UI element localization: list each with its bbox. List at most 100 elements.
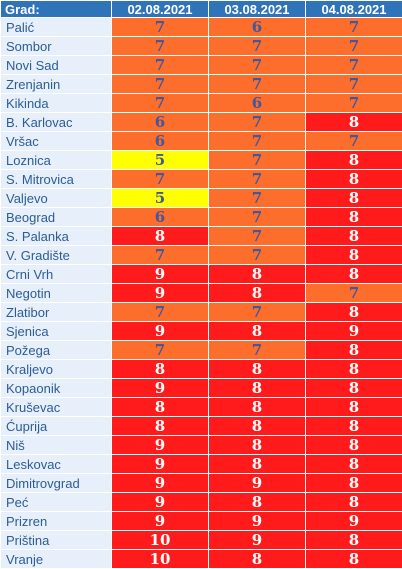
table-row: Kikinda 7 6 7 [1, 94, 402, 112]
uv-value-cell: 7 [209, 246, 305, 264]
city-name-cell: S. Palanka [1, 227, 111, 245]
uv-value-cell: 9 [112, 493, 208, 511]
uv-value-cell: 8 [112, 417, 208, 435]
table-row: Vranje 10 8 8 [1, 550, 402, 568]
city-name-cell: V. Gradište [1, 246, 111, 264]
uv-value-cell: 7 [209, 151, 305, 169]
date-column-header: 03.08.2021 [209, 1, 305, 17]
uv-value-cell: 8 [209, 322, 305, 340]
uv-value-cell: 8 [209, 455, 305, 473]
uv-value-cell: 8 [209, 265, 305, 283]
uv-value-cell: 8 [306, 208, 402, 226]
uv-value-cell: 8 [209, 417, 305, 435]
city-name-cell: Valjevo [1, 189, 111, 207]
uv-value-cell: 8 [306, 303, 402, 321]
uv-value-cell: 7 [209, 208, 305, 226]
uv-value-cell: 9 [209, 474, 305, 492]
uv-value-cell: 9 [209, 512, 305, 530]
city-name-cell: Palić [1, 18, 111, 36]
city-name-cell: Kikinda [1, 94, 111, 112]
uv-value-cell: 8 [306, 170, 402, 188]
uv-value-cell: 8 [306, 227, 402, 245]
uv-value-cell: 8 [209, 379, 305, 397]
table-row: Požega 7 7 8 [1, 341, 402, 359]
city-name-cell: Sombor [1, 37, 111, 55]
uv-value-cell: 8 [112, 398, 208, 416]
table-row: Niš 9 8 8 [1, 436, 402, 454]
city-name-cell: Zrenjanin [1, 75, 111, 93]
uv-value-cell: 7 [209, 56, 305, 74]
uv-value-cell: 7 [112, 246, 208, 264]
uv-value-cell: 8 [306, 246, 402, 264]
city-name-cell: Zlatibor [1, 303, 111, 321]
uv-value-cell: 9 [209, 531, 305, 549]
uv-value-cell: 8 [306, 531, 402, 549]
uv-value-cell: 8 [306, 398, 402, 416]
city-name-cell: Kraljevo [1, 360, 111, 378]
uv-value-cell: 8 [306, 151, 402, 169]
uv-value-cell: 7 [112, 303, 208, 321]
city-name-cell: Požega [1, 341, 111, 359]
table-row: Kopaonik 9 8 8 [1, 379, 402, 397]
uv-value-cell: 7 [112, 37, 208, 55]
uv-value-cell: 7 [112, 18, 208, 36]
uv-value-cell: 8 [306, 493, 402, 511]
table-row: Priština 10 9 8 [1, 531, 402, 549]
city-name-cell: Beograd [1, 208, 111, 226]
uv-value-cell: 8 [209, 398, 305, 416]
table-row: Dimitrovgrad 9 9 8 [1, 474, 402, 492]
table-row: Negotin 9 8 7 [1, 284, 402, 302]
uv-value-cell: 8 [209, 493, 305, 511]
table-row: Sombor 7 7 7 [1, 37, 402, 55]
uv-value-cell: 7 [306, 284, 402, 302]
uv-value-cell: 8 [306, 474, 402, 492]
uv-value-cell: 7 [209, 113, 305, 131]
uv-value-cell: 6 [112, 208, 208, 226]
city-name-cell: Loznica [1, 151, 111, 169]
city-name-cell: Vršac [1, 132, 111, 150]
uv-value-cell: 9 [112, 379, 208, 397]
uv-value-cell: 9 [112, 512, 208, 530]
header-row: Grad: 02.08.2021 03.08.2021 04.08.2021 [1, 1, 402, 17]
city-column-header: Grad: [1, 1, 111, 17]
table-row: Vršac 6 7 7 [1, 132, 402, 150]
uv-value-cell: 7 [112, 75, 208, 93]
city-name-cell: Kruševac [1, 398, 111, 416]
table-row: Beograd 6 7 8 [1, 208, 402, 226]
city-name-cell: Novi Sad [1, 56, 111, 74]
uv-value-cell: 7 [209, 227, 305, 245]
city-name-cell: S. Mitrovica [1, 170, 111, 188]
city-name-cell: Ćuprija [1, 417, 111, 435]
table-row: S. Mitrovica 7 7 8 [1, 170, 402, 188]
city-name-cell: Dimitrovgrad [1, 474, 111, 492]
uv-value-cell: 8 [306, 379, 402, 397]
uv-value-cell: 8 [209, 436, 305, 454]
table-row: S. Palanka 8 7 8 [1, 227, 402, 245]
uv-value-cell: 8 [306, 189, 402, 207]
uv-value-cell: 7 [209, 189, 305, 207]
uv-value-cell: 7 [209, 75, 305, 93]
table-body: Palić 7 6 7 Sombor 7 7 7 Novi Sad 7 7 7 Zrenjanin 7 7 7… [1, 18, 402, 568]
uv-value-cell: 8 [306, 113, 402, 131]
city-name-cell: Prizren [1, 512, 111, 530]
table-row: Zrenjanin 7 7 7 [1, 75, 402, 93]
uv-value-cell: 8 [112, 227, 208, 245]
table-row: Novi Sad 7 7 7 [1, 56, 402, 74]
table-row: Zlatibor 7 7 8 [1, 303, 402, 321]
uv-value-cell: 8 [306, 360, 402, 378]
uv-value-cell: 9 [306, 512, 402, 530]
uv-value-cell: 10 [112, 550, 208, 568]
uv-value-cell: 8 [209, 284, 305, 302]
table-row: Palić 7 6 7 [1, 18, 402, 36]
uv-value-cell: 7 [209, 170, 305, 188]
table-row: Valjevo 5 7 8 [1, 189, 402, 207]
uv-value-cell: 5 [112, 151, 208, 169]
uv-value-cell: 7 [112, 170, 208, 188]
uv-value-cell: 6 [112, 113, 208, 131]
uv-value-cell: 9 [112, 436, 208, 454]
date-column-header: 02.08.2021 [112, 1, 208, 17]
uv-value-cell: 8 [306, 455, 402, 473]
table-row: Kraljevo 8 8 8 [1, 360, 402, 378]
uv-value-cell: 7 [306, 18, 402, 36]
